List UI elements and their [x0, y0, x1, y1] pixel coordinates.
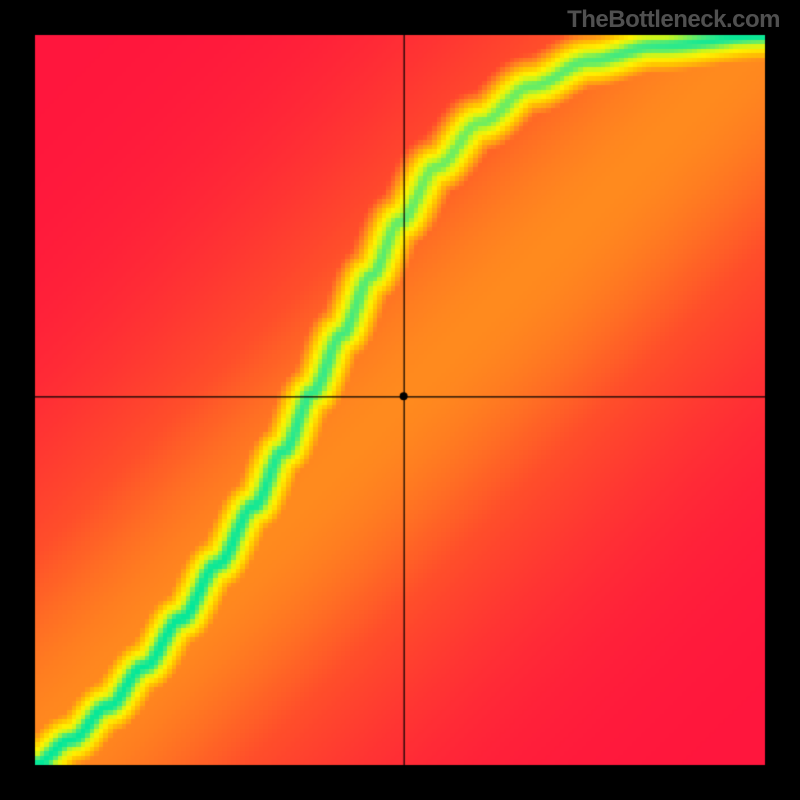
bottleneck-heatmap — [0, 0, 800, 800]
watermark-text: TheBottleneck.com — [567, 6, 780, 34]
